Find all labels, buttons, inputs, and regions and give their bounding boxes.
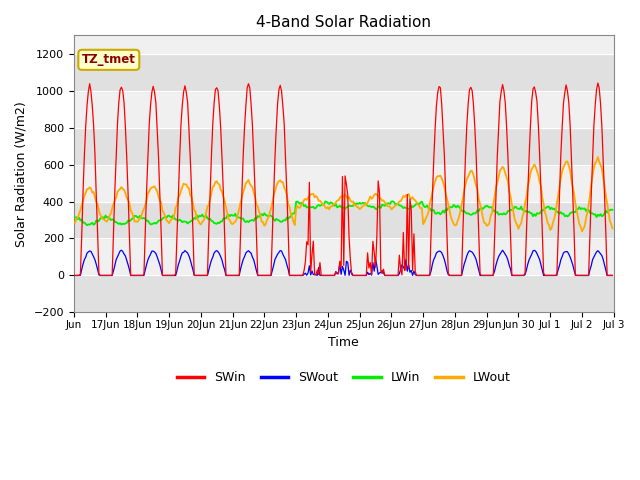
Title: 4-Band Solar Radiation: 4-Band Solar Radiation	[256, 15, 431, 30]
Bar	[74, 276, 614, 312]
Bar	[74, 239, 614, 276]
Y-axis label: Solar Radiation (W/m2): Solar Radiation (W/m2)	[15, 101, 28, 247]
Text: TZ_tmet: TZ_tmet	[82, 53, 136, 66]
Bar	[74, 165, 614, 202]
Legend: SWin, SWout, LWin, LWout: SWin, SWout, LWin, LWout	[172, 366, 516, 389]
Bar	[74, 54, 614, 91]
Bar	[74, 128, 614, 165]
Bar	[74, 36, 614, 54]
Bar	[74, 202, 614, 239]
X-axis label: Time: Time	[328, 336, 359, 348]
Bar	[74, 91, 614, 128]
